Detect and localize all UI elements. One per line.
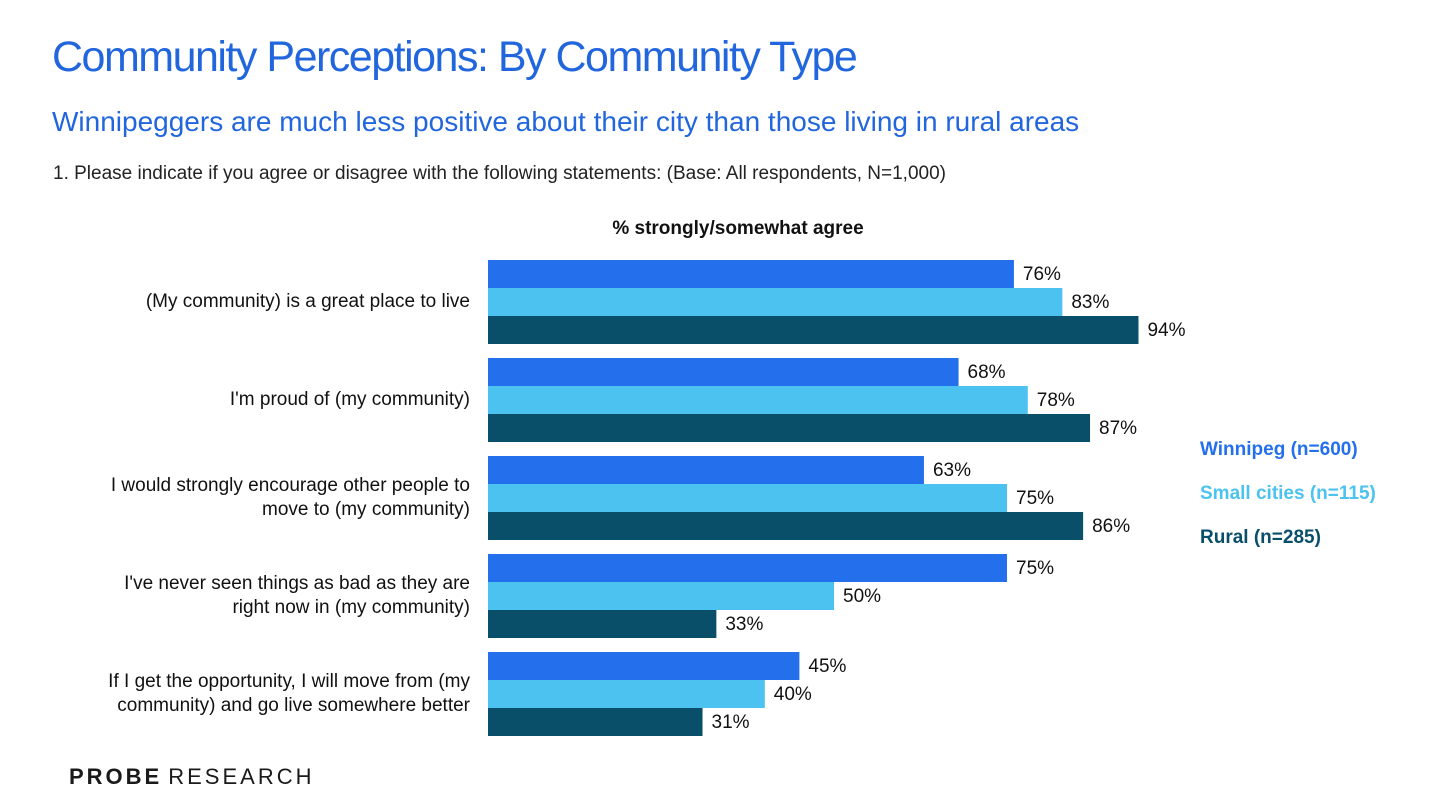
data-label: 76% bbox=[1023, 264, 1061, 285]
data-label: 31% bbox=[712, 712, 750, 733]
category-label: I've never seen things as bad as they ar… bbox=[124, 573, 470, 594]
bar bbox=[488, 512, 1084, 540]
chart-title: % strongly/somewhat agree bbox=[612, 218, 864, 239]
bar bbox=[488, 358, 959, 386]
legend-item-rural: Rural (n=285) bbox=[1200, 527, 1321, 548]
category-label: (My community) is a great place to live bbox=[146, 291, 470, 312]
page-subtitle: Winnipeggers are much less positive abou… bbox=[52, 106, 1080, 137]
data-label: 75% bbox=[1016, 558, 1054, 579]
bar bbox=[488, 652, 800, 680]
category-label: community) and go live somewhere better bbox=[117, 695, 470, 716]
data-label: 33% bbox=[725, 614, 763, 635]
category-label: If I get the opportunity, I will move fr… bbox=[108, 671, 470, 692]
category-label: right now in (my community) bbox=[232, 597, 470, 618]
legend-item-small-cities: Small cities (n=115) bbox=[1200, 483, 1376, 504]
page-title: Community Perceptions: By Community Type bbox=[52, 33, 858, 81]
logo-strong-text: PROBE bbox=[69, 764, 163, 789]
data-label: 45% bbox=[808, 656, 846, 677]
data-label: 83% bbox=[1071, 292, 1109, 313]
data-label: 68% bbox=[968, 362, 1006, 383]
data-label: 87% bbox=[1099, 418, 1137, 439]
bar bbox=[488, 456, 924, 484]
data-label: 78% bbox=[1037, 390, 1075, 411]
bar bbox=[488, 680, 765, 708]
legend-item-winnipeg: Winnipeg (n=600) bbox=[1200, 439, 1358, 460]
bar bbox=[488, 316, 1139, 344]
data-label: 50% bbox=[843, 586, 881, 607]
bar bbox=[488, 288, 1063, 316]
probe-research-logo: PROBE RESEARCH bbox=[69, 766, 315, 788]
bar bbox=[488, 582, 834, 610]
survey-question: 1. Please indicate if you agree or disag… bbox=[53, 163, 946, 184]
data-label: 94% bbox=[1147, 320, 1185, 341]
logo-light-text: RESEARCH bbox=[168, 764, 315, 789]
data-label: 63% bbox=[933, 460, 971, 481]
category-label: I'm proud of (my community) bbox=[230, 389, 470, 410]
bar bbox=[488, 260, 1014, 288]
category-label: I would strongly encourage other people … bbox=[111, 475, 470, 496]
category-label: move to (my community) bbox=[262, 499, 470, 520]
bar bbox=[488, 484, 1007, 512]
bar bbox=[488, 708, 703, 736]
data-label: 75% bbox=[1016, 488, 1054, 509]
bar bbox=[488, 414, 1091, 442]
bar bbox=[488, 554, 1007, 582]
data-label: 86% bbox=[1092, 516, 1130, 537]
bar bbox=[488, 386, 1028, 414]
bar bbox=[488, 610, 717, 638]
chart-legend: Winnipeg (n=600) Small cities (n=115) Ru… bbox=[1200, 438, 1376, 570]
data-label: 40% bbox=[774, 684, 812, 705]
